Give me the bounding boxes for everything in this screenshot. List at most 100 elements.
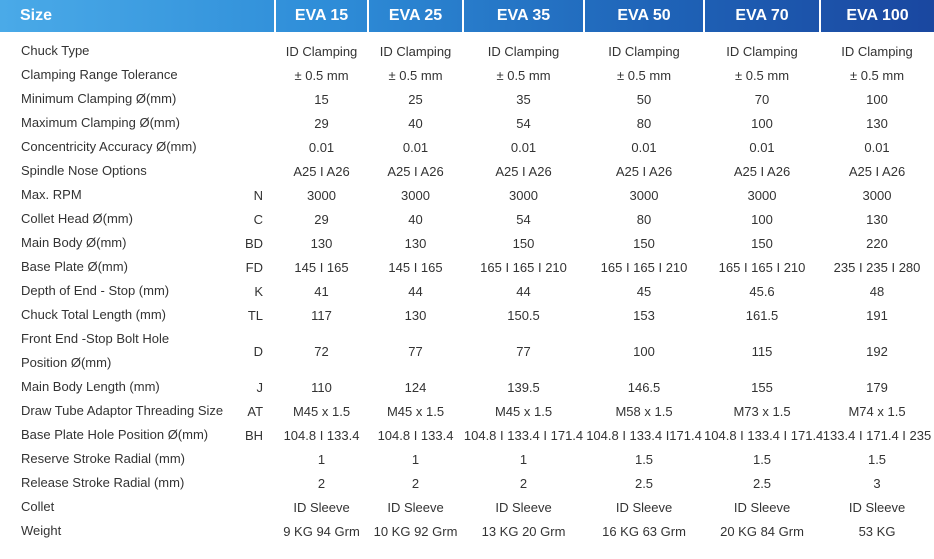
value-cell: 1.5 [634,451,654,467]
row-label: Release Stroke Radial (mm) [21,475,185,490]
value-cell: 20 KG 84 Grm [720,523,804,539]
value-cell: 80 [636,115,652,131]
value-cell: 104.8 I 133.4 I 171.4 [704,427,824,443]
value-cell: 110 [311,379,332,395]
value-cell: 191 [866,307,888,323]
value-cell: 70 [754,91,770,107]
row-code [228,159,275,183]
value-cell: 104.8 I 133.4 [377,427,454,443]
table-row: Base Plate Hole Position Ø(mm) BH 104.8 I … [0,423,934,447]
value-cell: 54 [516,211,531,227]
value-cell: 115 [751,343,773,359]
row-label: Chuck Total Length (mm) [21,307,166,322]
value-cell: 165 I 165 I 210 [718,259,806,275]
value-cell: 41 [314,283,329,299]
table-row: Reserve Stroke Radial (mm) 1 1 1 1.5 1.5 1.5 [0,447,934,471]
value-cell: 161.5 [745,307,779,323]
row-code [228,135,275,159]
value-cell: M45 x 1.5 [386,403,445,419]
value-cell: 100 [633,343,655,359]
value-cell: A25 I A26 [495,163,552,179]
value-cell: A25 I A26 [848,163,906,179]
table-row: Depth of End - Stop (mm) K 41 44 44 45 45.6 48 [0,279,934,303]
table-row: Front End -Stop Bolt Hole Position Ø(mm)… [0,327,934,375]
row-code: FD [245,259,264,275]
row-code: K [254,283,264,299]
value-cell: 2 [411,475,420,491]
value-cell: ± 0.5 mm [849,67,905,83]
row-code [228,87,275,111]
value-cell: 104.8 I 133.4 [283,427,360,443]
value-cell: ID Sleeve [733,499,791,515]
value-cell: 44 [408,283,423,299]
header-cell: EVA 100 [846,7,909,24]
header-cell: Size [0,0,277,32]
value-cell: 145 I 165 [294,259,349,275]
row-label: Base Plate Hole Position Ø(mm) [21,427,209,442]
value-cell: 80 [636,211,652,227]
value-cell: 3 [873,475,881,491]
table-row: Spindle Nose Options A25 I A26 A25 I A26 A2… [0,159,934,183]
row-label: Depth of End - Stop (mm) [21,283,170,298]
table-row: Draw Tube Adaptor Threading Size AT M45 x … [0,399,934,423]
value-cell: A25 I A26 [293,163,350,179]
value-cell: ID Sleeve [848,499,906,515]
value-cell: M73 x 1.5 [733,403,791,419]
value-cell: 53 KG [858,523,896,539]
value-cell: 29 [314,211,329,227]
value-cell: 1.5 [752,451,772,467]
value-cell: ID Sleeve [387,499,444,515]
row-code: BH [244,427,264,443]
value-cell: 48 [869,283,885,299]
value-cell: 150 [633,235,655,251]
table-row: Chuck Type ID Clamping ID Clamping ID Clamp… [0,39,934,63]
value-cell: A25 I A26 [733,163,791,179]
row-code: J [256,379,264,395]
row-label: Weight [21,523,62,538]
value-cell: 3000 [629,187,659,203]
value-cell: 100 [751,211,773,227]
row-label: Collet [21,499,55,514]
table-row: Base Plate Ø(mm) FD 145 I 165 145 I 165 165 … [0,255,934,279]
value-cell: A25 I A26 [387,163,444,179]
row-code [228,39,275,63]
value-cell: 1.5 [867,451,887,467]
value-cell: 50 [636,91,652,107]
value-cell: 100 [751,115,773,131]
value-cell: ± 0.5 mm [734,67,790,83]
value-cell: 0.01 [864,139,890,155]
value-cell: A25 I A26 [615,163,673,179]
header-cell: EVA 15 [275,0,370,32]
value-cell: 45.6 [749,283,775,299]
row-label: Draw Tube Adaptor Threading Size [21,403,224,418]
row-label: Spindle Nose Options [21,163,147,178]
value-cell: 13 KG 20 Grm [481,523,566,539]
table-row: Main Body Length (mm) J 110 124 139.5 146.5 15… [0,375,934,399]
table-row: Clamping Range Tolerance ± 0.5 mm ± 0.5 mm… [0,63,934,87]
value-cell: 35 [516,91,531,107]
value-cell: ID Sleeve [293,499,350,515]
value-cell: 0.01 [402,139,429,155]
value-cell: 2 [317,475,326,491]
row-label: Base Plate Ø(mm) [21,259,128,274]
value-cell: 146.5 [627,379,661,395]
value-cell: 145 I 165 [388,259,443,275]
row-label: Collet Head Ø(mm) [21,211,133,226]
value-cell: 0.01 [308,139,335,155]
value-cell: 104.8 I 133.4 I 171.4 [463,427,584,443]
value-cell: 0.01 [631,139,657,155]
value-cell: 130 [404,307,427,323]
value-cell: ID Clamping [487,43,560,59]
value-cell: M58 x 1.5 [615,403,673,419]
value-cell: 0.01 [749,139,775,155]
value-cell: 150 [751,235,773,251]
row-label: Minimum Clamping Ø(mm) [21,91,177,106]
table-body: Chuck Type ID Clamping ID Clamping ID Clamp… [0,32,934,543]
row-code [228,519,275,543]
value-cell: 16 KG 63 Grm [602,523,686,539]
header-row: Size EVA 15 EVA 25 EVA 35 EVA 50 EVA 70 EVA 1… [0,0,934,32]
value-cell: 3000 [862,187,892,203]
value-cell: 124 [404,379,427,395]
value-cell: 100 [866,91,888,107]
value-cell: 77 [516,343,531,359]
